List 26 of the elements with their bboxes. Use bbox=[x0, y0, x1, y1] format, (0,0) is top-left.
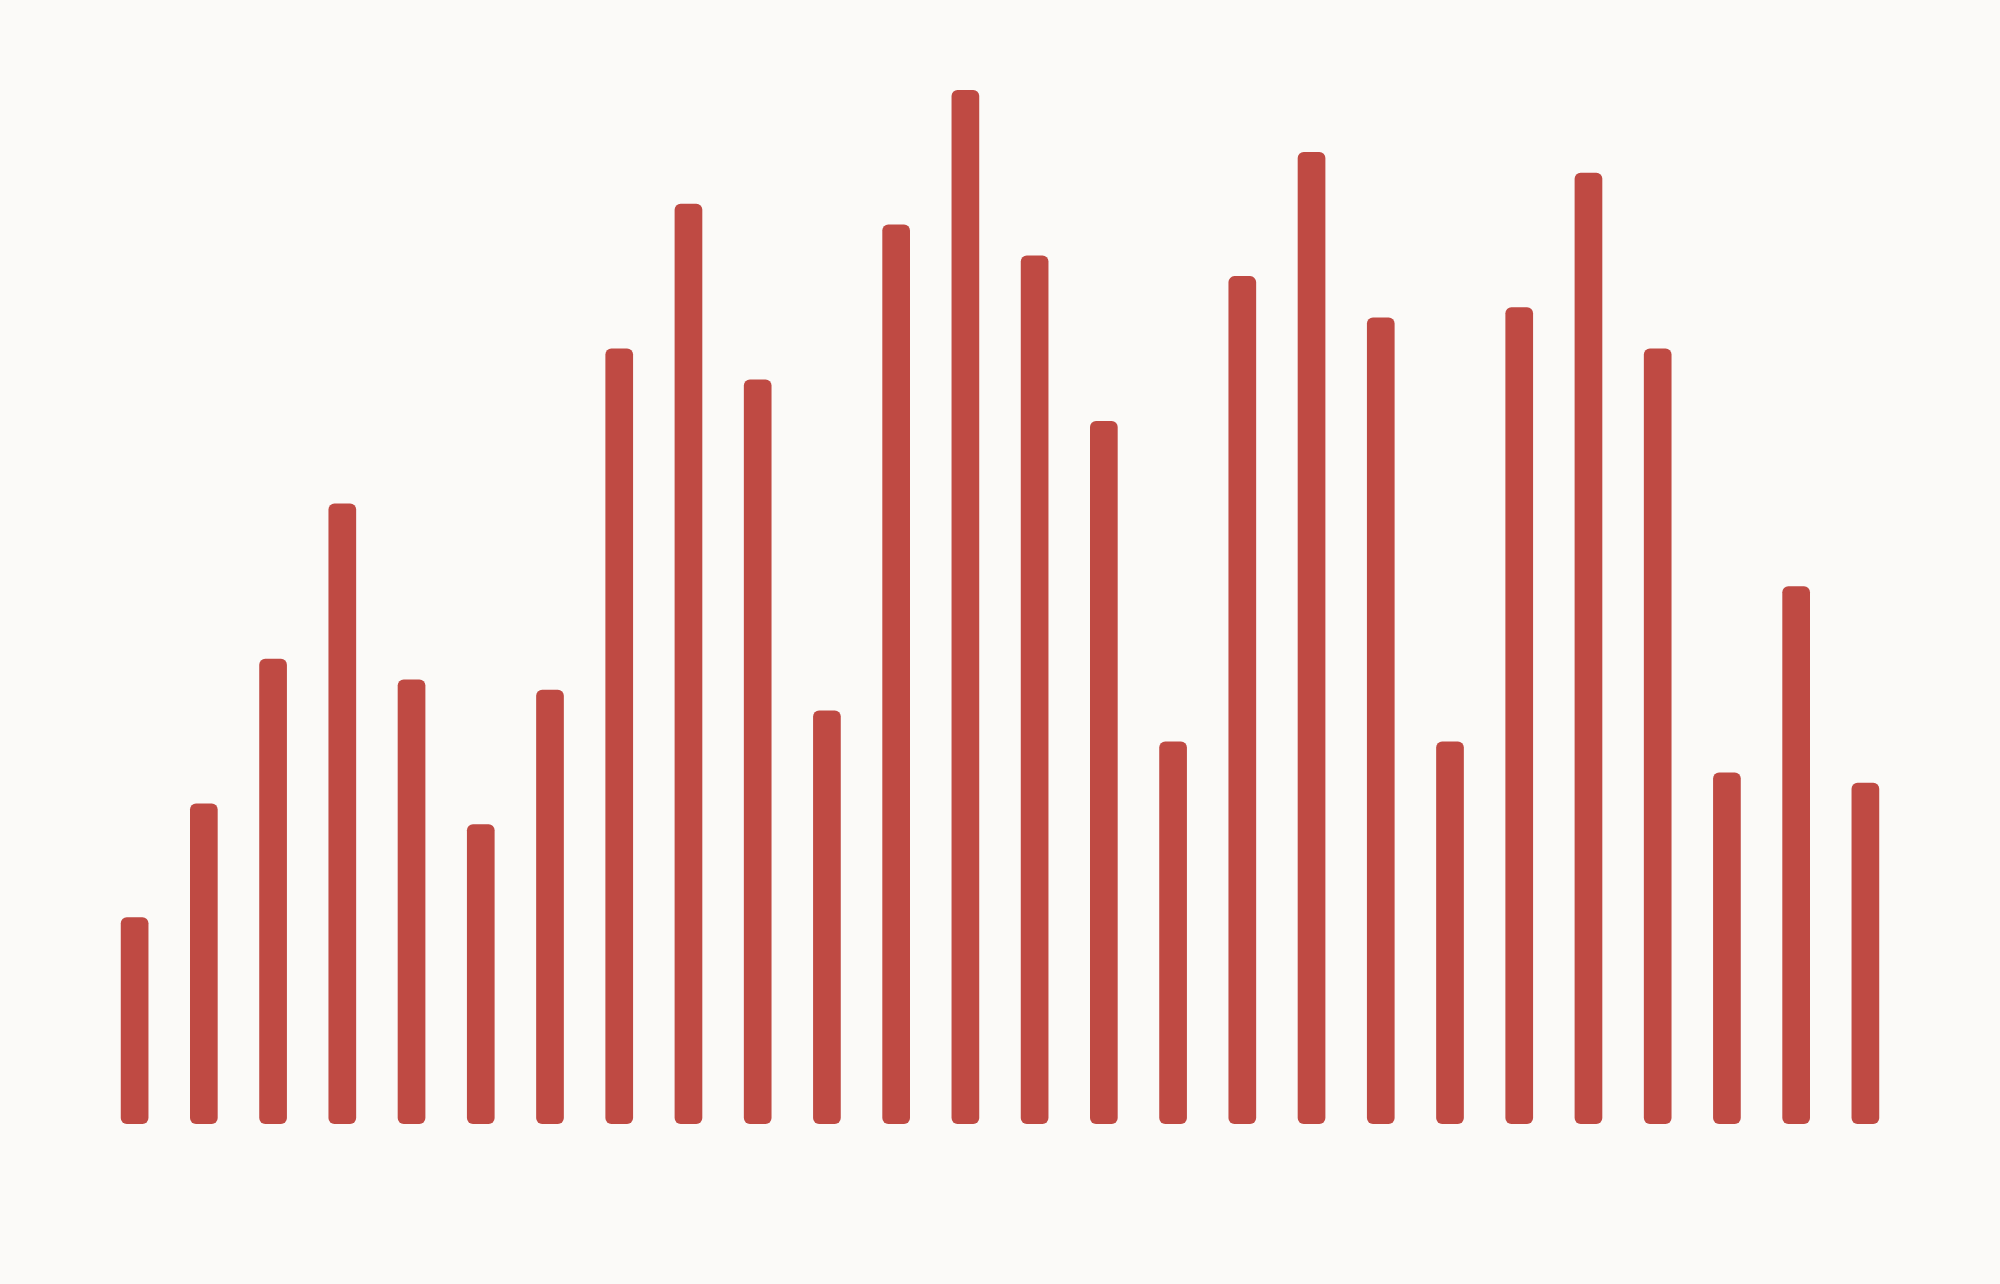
bar bbox=[190, 803, 218, 1124]
bar bbox=[1713, 772, 1741, 1124]
bar bbox=[1782, 586, 1810, 1124]
bar bbox=[1228, 276, 1257, 1124]
bar bbox=[951, 90, 980, 1124]
bar bbox=[813, 710, 841, 1124]
bar bbox=[1851, 782, 1880, 1124]
bar bbox=[605, 348, 634, 1124]
bar bbox=[328, 503, 357, 1124]
bar bbox=[536, 689, 564, 1124]
bar bbox=[1436, 741, 1464, 1124]
bar bbox=[1159, 741, 1187, 1124]
bar bbox=[259, 658, 287, 1124]
bar bbox=[882, 224, 910, 1124]
bar bbox=[1090, 420, 1118, 1124]
bar bbox=[674, 203, 703, 1124]
bar bbox=[1643, 348, 1672, 1124]
bar bbox=[1020, 255, 1049, 1124]
bar bbox=[1574, 172, 1603, 1124]
bar bbox=[397, 679, 426, 1124]
bar bbox=[120, 917, 149, 1124]
bar bbox=[1366, 317, 1395, 1124]
bar bbox=[1505, 307, 1534, 1124]
bar bbox=[1297, 152, 1326, 1124]
bar bbox=[466, 824, 495, 1124]
bar bbox=[743, 379, 772, 1124]
